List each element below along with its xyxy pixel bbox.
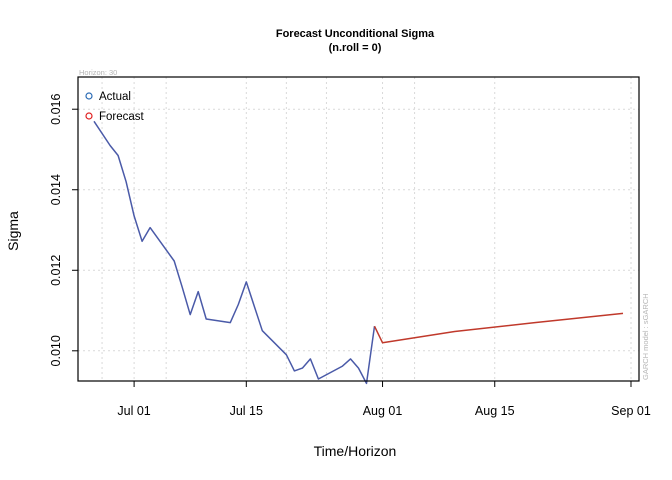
series-layer xyxy=(93,120,624,385)
x-tick-label-0: Jul 01 xyxy=(117,404,150,418)
horizon-note: Horizon: 30 xyxy=(79,68,117,77)
plot-frame xyxy=(77,76,640,382)
y-tick-label-0: 0.010 xyxy=(49,335,63,366)
series-line-actual xyxy=(93,120,376,385)
legend-marker-actual xyxy=(85,92,93,100)
x-tick-label-4: Sep 01 xyxy=(611,404,651,418)
chart-subtitle: (n.roll = 0) xyxy=(329,42,382,54)
series-line-forecast xyxy=(373,312,624,344)
grid-layer xyxy=(78,77,639,381)
y-axis-label: Sigma xyxy=(5,211,21,251)
legend-label-forecast: Forecast xyxy=(99,111,145,123)
x-tick-label-1: Jul 15 xyxy=(230,404,263,418)
y-tick-label-1: 0.012 xyxy=(49,255,63,286)
legend-marker-forecast xyxy=(85,112,93,120)
x-tick-label-2: Aug 01 xyxy=(363,404,403,418)
x-axis-label: Time/Horizon xyxy=(314,443,397,459)
x-tick-label-3: Aug 15 xyxy=(475,404,515,418)
y-tick-label-3: 0.016 xyxy=(49,94,63,125)
y-tick-label-2: 0.014 xyxy=(49,174,63,205)
axis-layer: 0.010 0.012 0.014 0.016 Jul 01 Jul 15 Aug 01 Au… xyxy=(49,94,651,418)
legend: Actual Forecast xyxy=(85,91,145,123)
watermark: GARCH model : sGARCH xyxy=(641,293,650,380)
legend-label-actual: Actual xyxy=(99,91,131,103)
chart-title: Forecast Unconditional Sigma xyxy=(276,28,435,40)
